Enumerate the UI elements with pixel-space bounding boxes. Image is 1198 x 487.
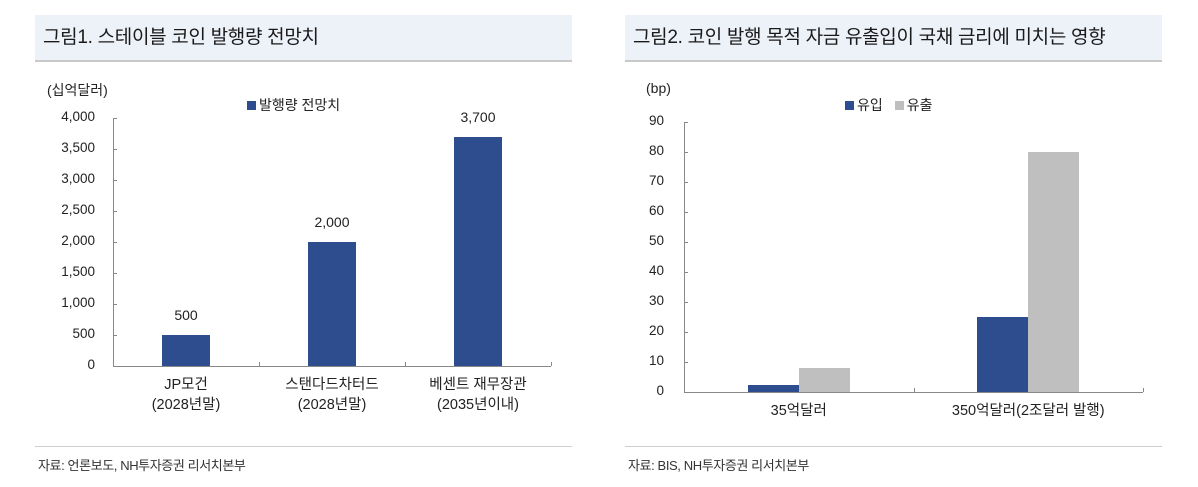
y-tick-label: 90 bbox=[648, 113, 664, 128]
legend-item-issuance: 발행량 전망치 bbox=[247, 95, 340, 115]
x-tick bbox=[113, 362, 114, 366]
x-tick bbox=[914, 388, 915, 392]
legend-label: 발행량 전망치 bbox=[259, 97, 341, 113]
y-tick bbox=[684, 362, 688, 363]
y-tick bbox=[684, 212, 688, 213]
y-tick-label: 80 bbox=[648, 143, 664, 158]
bar-발행량 전망치 bbox=[454, 136, 502, 366]
x-axis-line bbox=[113, 366, 551, 367]
x-axis-line bbox=[684, 392, 1143, 393]
legend-label: 유입 bbox=[857, 97, 883, 113]
legend-swatch-icon bbox=[247, 100, 256, 110]
y-tick-label: 60 bbox=[648, 203, 664, 218]
legend-label: 유출 bbox=[906, 97, 933, 113]
y-tick bbox=[684, 122, 688, 123]
y-tick bbox=[113, 118, 117, 119]
y-tick-label: 500 bbox=[72, 326, 95, 341]
figure2-footer-divider bbox=[625, 446, 1162, 447]
y-tick bbox=[113, 242, 117, 243]
x-category-label-line: 스탠다드차터드 bbox=[285, 377, 379, 393]
y-tick-label: 4,000 bbox=[61, 109, 95, 124]
y-tick bbox=[684, 152, 688, 153]
x-tick bbox=[684, 388, 685, 392]
x-tick bbox=[551, 362, 552, 366]
bar-발행량 전망치 bbox=[162, 335, 210, 366]
x-tick bbox=[259, 362, 260, 366]
x-category-label: 스탠다드차터드 (2028년말) bbox=[242, 375, 422, 415]
figure2-unit-label: (bp) bbox=[646, 80, 671, 96]
legend-swatch-icon bbox=[845, 100, 854, 110]
x-tick bbox=[1143, 388, 1144, 392]
x-category-label-line: (2028년말) bbox=[151, 397, 221, 413]
figure2-title: 그림2. 코인 발행 목적 자금 유출입이 국채 금리에 미치는 영향 bbox=[625, 15, 1162, 62]
y-tick-label: 0 bbox=[656, 383, 664, 398]
bar-발행량 전망치 bbox=[308, 242, 356, 366]
y-tick bbox=[113, 304, 117, 305]
y-tick-label: 3,500 bbox=[61, 140, 95, 155]
y-tick-label: 50 bbox=[648, 233, 664, 248]
y-axis-line bbox=[684, 122, 685, 393]
y-tick-label: 70 bbox=[648, 173, 664, 188]
figure1-title: 그림1. 스테이블 코인 발행량 전망치 bbox=[35, 15, 572, 62]
figure1-unit-label: (십억달러) bbox=[47, 82, 108, 98]
bar-유출 bbox=[1028, 152, 1080, 392]
x-tick bbox=[405, 362, 406, 366]
y-tick-label: 40 bbox=[648, 263, 664, 278]
x-category-label-line: (2035년이내) bbox=[437, 397, 519, 413]
data-label: 2,000 bbox=[314, 214, 350, 230]
y-tick-label: 2,000 bbox=[61, 233, 95, 248]
x-category-label-line: 350억달러(2조달러 발행) bbox=[951, 403, 1105, 419]
figure1-legend: 발행량 전망치 bbox=[247, 95, 348, 115]
bar-유입 bbox=[977, 317, 1029, 392]
data-label: 500 bbox=[174, 307, 198, 323]
legend-swatch-icon bbox=[894, 100, 904, 110]
y-tick-label: 20 bbox=[648, 323, 664, 338]
y-tick bbox=[113, 149, 117, 150]
figure1-footer-divider bbox=[35, 446, 572, 447]
x-category-label: 350억달러(2조달러 발행) bbox=[938, 401, 1118, 421]
y-tick-label: 3,000 bbox=[61, 171, 95, 186]
x-category-label-line: 35억달러 bbox=[770, 403, 827, 419]
figure1-source: 자료: 언론보도, NH투자증권 리서치본부 bbox=[38, 458, 246, 473]
x-category-label-line: 베센트 재무장관 bbox=[429, 377, 527, 393]
y-tick bbox=[684, 272, 688, 273]
y-tick-label: 10 bbox=[648, 353, 664, 368]
x-category-label: 베센트 재무장관 (2035년이내) bbox=[388, 375, 568, 415]
data-label: 3,700 bbox=[460, 108, 496, 125]
y-tick-label: 0 bbox=[87, 357, 95, 372]
x-category-label: JP모건 (2028년말) bbox=[96, 375, 276, 415]
bar-유입 bbox=[747, 384, 799, 392]
y-tick bbox=[684, 302, 688, 303]
figure1-panel: 그림1. 스테이블 코인 발행량 전망치 (십억달러) 발행량 전망치 0 500… bbox=[35, 15, 572, 473]
y-tick bbox=[684, 182, 688, 183]
legend-item-outflow: 유출 bbox=[894, 95, 933, 115]
legend-item-inflow: 유입 bbox=[845, 95, 883, 115]
y-tick-label: 1,500 bbox=[61, 264, 95, 279]
y-tick-label: 1,000 bbox=[61, 295, 95, 310]
y-tick bbox=[113, 180, 117, 181]
x-category-label-line: JP모건 bbox=[164, 377, 208, 393]
y-tick bbox=[113, 273, 117, 274]
x-category-label: 35억달러 bbox=[709, 401, 889, 421]
figure2-source: 자료: BIS, NH투자증권 리서치본부 bbox=[628, 458, 809, 473]
y-tick bbox=[684, 332, 688, 333]
x-category-label-line: (2028년말) bbox=[297, 397, 367, 413]
bar-유출 bbox=[798, 368, 850, 392]
y-tick-label: 30 bbox=[648, 293, 664, 308]
y-tick-label: 2,500 bbox=[61, 202, 95, 217]
y-tick bbox=[113, 211, 117, 212]
figure2-legend: 유입 유출 bbox=[845, 95, 941, 115]
y-tick bbox=[684, 242, 688, 243]
y-tick bbox=[113, 335, 117, 336]
